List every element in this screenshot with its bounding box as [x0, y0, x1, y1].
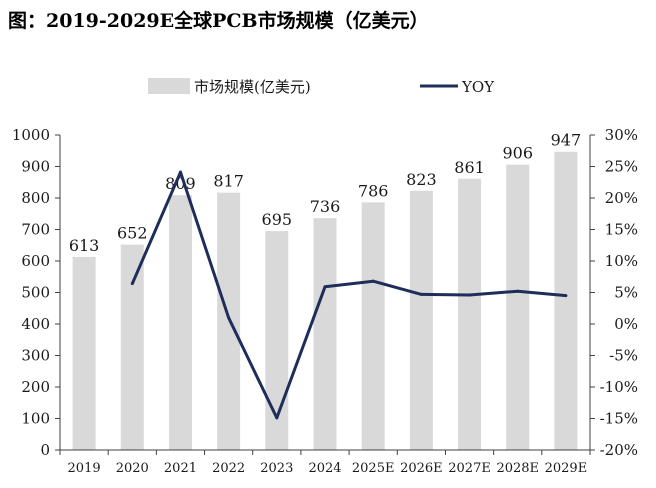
bar — [458, 178, 482, 450]
x-axis-tick-label: 2024 — [308, 461, 341, 476]
bar — [265, 231, 289, 450]
bar-value-label: 786 — [358, 181, 389, 200]
right-axis-tick-label: -5% — [609, 347, 638, 365]
bar — [168, 195, 192, 450]
left-axis-tick-label: 200 — [21, 378, 50, 396]
right-axis-tick-label: -15% — [600, 410, 638, 428]
x-axis-tick-label: 2020 — [116, 461, 149, 476]
left-axis-tick-label: 1000 — [12, 126, 50, 144]
yoy-point — [323, 285, 327, 289]
yoy-point — [419, 292, 423, 296]
yoy-point — [516, 289, 520, 293]
right-axis-tick-label: -10% — [600, 378, 638, 396]
yoy-point — [227, 316, 231, 320]
bar-value-label: 652 — [117, 224, 148, 243]
x-axis-tick-label: 2021 — [164, 461, 197, 476]
left-axis-tick-label: 700 — [21, 221, 50, 239]
legend-label-bar: 市场规模(亿美元) — [194, 78, 311, 96]
bar-value-label: 809 — [165, 174, 196, 193]
bar-value-label: 736 — [310, 197, 341, 216]
right-axis-tick-label: -20% — [600, 441, 638, 459]
right-axis-tick-label: 15% — [605, 221, 638, 239]
bar-value-label: 613 — [69, 236, 100, 255]
left-axis-tick-label: 900 — [21, 158, 50, 176]
bar-labels: 613 652 809 817 695 736 786 823 861 906 947 — [69, 131, 581, 255]
chart-title: 图：2019-2029E全球PCB市场规模（亿美元） — [8, 10, 429, 32]
bar — [506, 164, 530, 451]
legend-swatch-bar — [148, 78, 190, 94]
bar — [72, 256, 96, 450]
x-axis-tick-label: 2028E — [496, 461, 539, 476]
bar-value-label: 947 — [551, 131, 582, 150]
right-axis-tick-label: 20% — [605, 189, 638, 207]
right-axis-tick-label: 30% — [605, 126, 638, 144]
x-axis-tick-label: 2027E — [448, 461, 491, 476]
bar-value-label: 823 — [406, 170, 437, 189]
left-axis-tick-label: 500 — [21, 284, 50, 302]
bar-series — [72, 151, 578, 451]
left-axis-tick-label: 0 — [40, 441, 50, 459]
x-axis-tick-label: 2026E — [400, 461, 443, 476]
axes: 0 100 200 300 400 500 600 700 800 900 1000 -20% -15%… — [12, 126, 638, 476]
yoy-point — [564, 294, 568, 298]
bar — [554, 151, 578, 450]
yoy-line — [130, 170, 567, 420]
right-axis-tick-label: 10% — [605, 252, 638, 270]
right-axis-tick-label: 5% — [614, 284, 638, 302]
legend: 市场规模(亿美元) YOY — [148, 78, 495, 96]
left-axis-tick-label: 100 — [21, 410, 50, 428]
yoy-point — [371, 279, 375, 283]
left-axis-tick-label: 800 — [21, 189, 50, 207]
bar-value-label: 906 — [502, 144, 533, 163]
bar — [409, 190, 433, 450]
yoy-point — [178, 170, 182, 174]
yoy-point — [130, 282, 134, 286]
x-axis-tick-label: 2022 — [212, 461, 245, 476]
bar — [217, 192, 241, 450]
bar — [313, 218, 337, 450]
bar-value-label: 861 — [454, 158, 485, 177]
yoy-line-series — [130, 170, 568, 420]
legend-label-line: YOY — [461, 78, 495, 96]
left-axis-tick-label: 400 — [21, 315, 50, 333]
yoy-point — [468, 293, 472, 297]
x-axis-tick-label: 2023 — [260, 461, 293, 476]
left-axis-tick-label: 600 — [21, 252, 50, 270]
bar-value-label: 695 — [262, 210, 293, 229]
yoy-point — [275, 416, 279, 420]
x-axis-tick-label: 2025E — [352, 461, 395, 476]
x-axis-tick-label: 2029E — [545, 461, 588, 476]
x-axis-tick-label: 2019 — [68, 461, 101, 476]
bar — [361, 202, 385, 450]
bar — [120, 244, 144, 450]
right-axis-tick-label: 25% — [605, 158, 638, 176]
right-axis-tick-label: 0% — [614, 315, 638, 333]
left-axis-tick-label: 300 — [21, 347, 50, 365]
bar-value-label: 817 — [213, 172, 244, 191]
